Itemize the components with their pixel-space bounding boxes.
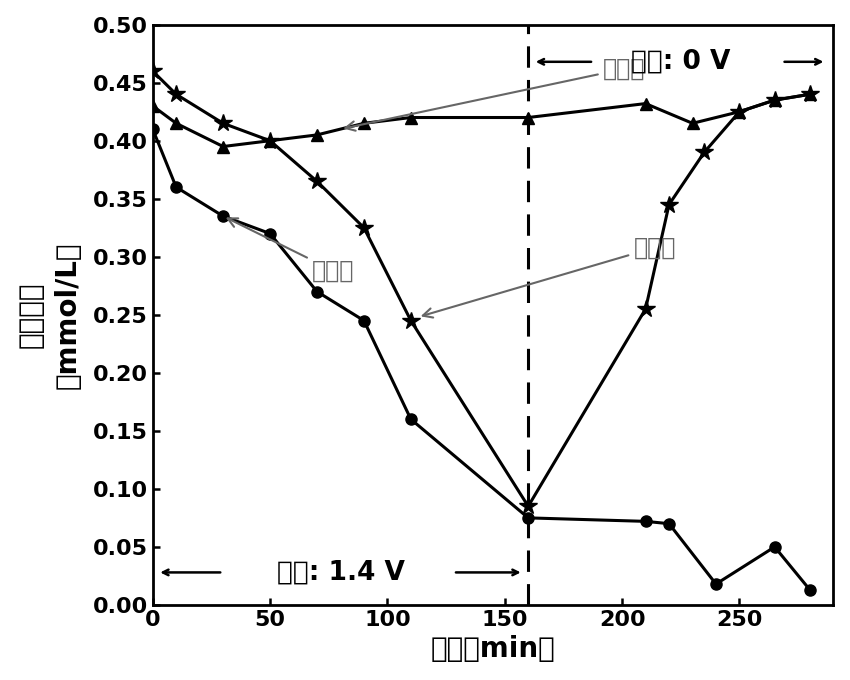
Text: 鑂离子: 鑂离子 (345, 56, 646, 131)
X-axis label: 时间（min）: 时间（min） (431, 635, 555, 663)
Y-axis label: 离子浓度
（mmol/L）: 离子浓度 （mmol/L） (17, 241, 82, 388)
Text: 电压: 0 V: 电压: 0 V (631, 49, 730, 75)
Text: 镁离子: 镁离子 (422, 235, 677, 318)
Text: 电压: 1.4 V: 电压: 1.4 V (276, 560, 405, 585)
Text: 铁离子: 铁离子 (228, 218, 354, 283)
